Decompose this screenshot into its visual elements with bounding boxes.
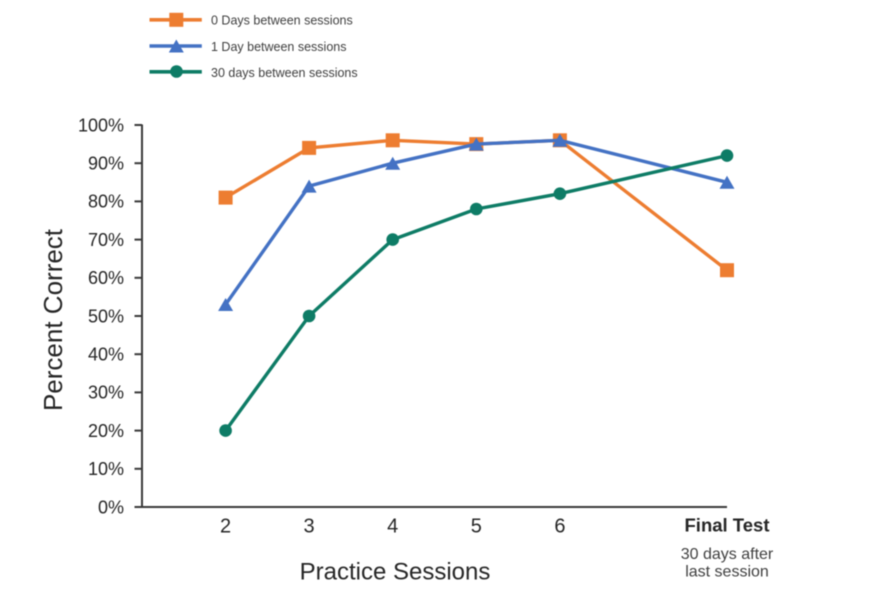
svg-text:40%: 40% xyxy=(88,345,124,365)
svg-text:Practice Sessions: Practice Sessions xyxy=(300,559,491,586)
svg-text:0 Days between sessions: 0 Days between sessions xyxy=(211,14,353,28)
svg-text:3: 3 xyxy=(304,516,315,538)
svg-text:90%: 90% xyxy=(88,154,124,174)
svg-text:70%: 70% xyxy=(88,230,124,250)
svg-text:Final Test: Final Test xyxy=(685,515,770,536)
svg-text:30 days between sessions: 30 days between sessions xyxy=(211,66,358,80)
svg-text:60%: 60% xyxy=(88,268,124,288)
svg-text:4: 4 xyxy=(387,516,398,538)
svg-text:6: 6 xyxy=(554,516,565,538)
svg-text:20%: 20% xyxy=(88,421,124,441)
svg-text:Percent Correct: Percent Correct xyxy=(38,228,68,411)
svg-text:30 days after: 30 days after xyxy=(681,546,774,563)
svg-text:0%: 0% xyxy=(98,497,124,517)
svg-text:10%: 10% xyxy=(88,459,124,479)
svg-text:100%: 100% xyxy=(78,115,124,135)
svg-text:2: 2 xyxy=(220,516,231,538)
svg-text:5: 5 xyxy=(471,516,482,538)
svg-text:last session: last session xyxy=(685,564,769,581)
svg-text:1 Day between sessions: 1 Day between sessions xyxy=(211,40,347,54)
svg-text:50%: 50% xyxy=(88,306,124,326)
svg-text:30%: 30% xyxy=(88,383,124,403)
svg-text:80%: 80% xyxy=(88,192,124,212)
